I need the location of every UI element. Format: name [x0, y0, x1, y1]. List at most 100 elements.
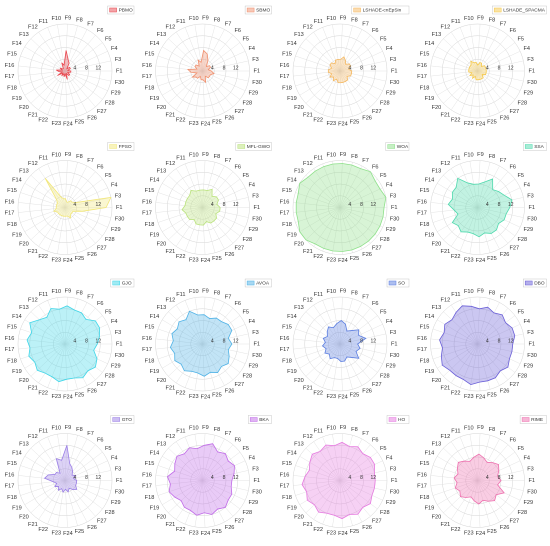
axis-label: F24	[201, 394, 211, 400]
spoke	[293, 207, 341, 213]
axis-label: F14	[150, 41, 160, 47]
axis-label: F28	[517, 101, 527, 107]
r-tick-label: 8	[85, 202, 88, 208]
spoke	[64, 162, 78, 208]
axis-label: F9	[477, 16, 484, 22]
axis-label: F14	[12, 314, 22, 320]
r-tick-label: 4	[348, 475, 351, 481]
spoke	[157, 465, 203, 481]
spoke	[450, 168, 478, 208]
axis-label: F17	[5, 211, 15, 217]
axis-label: F16	[280, 336, 290, 342]
spoke	[202, 480, 246, 501]
spoke	[202, 207, 234, 244]
spoke	[477, 298, 491, 345]
spoke	[24, 183, 66, 208]
spoke	[202, 333, 249, 345]
axis-label: F5	[242, 36, 249, 42]
spoke	[293, 202, 341, 208]
spoke	[293, 70, 341, 77]
axis-label: F29	[111, 91, 121, 97]
axis-label: F10	[189, 16, 199, 22]
axis-label: F4	[524, 183, 531, 189]
spoke	[24, 319, 66, 345]
axis-label: F10	[51, 153, 61, 159]
series-area	[447, 177, 513, 238]
axis-label: F30	[252, 353, 262, 359]
spoke	[339, 35, 371, 72]
spoke	[155, 202, 203, 208]
spoke	[202, 302, 225, 345]
legend-label: PBMO	[119, 8, 133, 14]
axis-label: F30	[390, 489, 400, 495]
axis-label: F11	[314, 19, 323, 25]
axis-label: F25	[75, 256, 85, 262]
r-tick-label: 8	[498, 65, 501, 71]
spoke	[64, 343, 103, 373]
legend-box	[110, 278, 135, 288]
axis-label: F5	[242, 446, 249, 452]
axis-label: F22	[38, 391, 48, 397]
axis-label: F4	[386, 456, 393, 462]
legend-label: SBMO	[256, 8, 270, 14]
spoke	[38, 168, 66, 208]
axis-label: F19	[287, 369, 297, 375]
spoke	[57, 297, 66, 345]
spoke	[339, 207, 371, 244]
spoke	[202, 178, 241, 208]
spoke	[202, 70, 216, 117]
axis-label: F22	[313, 391, 323, 397]
spoke	[339, 25, 353, 72]
spoke	[202, 480, 216, 526]
spoke	[57, 343, 66, 391]
spoke	[313, 168, 341, 208]
axis-label: F30	[527, 489, 537, 495]
legend-label: LSHADE-cnEpSin	[363, 8, 402, 14]
axis-label: F9	[202, 16, 209, 22]
r-tick-label: 8	[360, 475, 363, 481]
axis-label: F5	[105, 36, 112, 42]
axis-label: F10	[51, 289, 61, 295]
spoke	[64, 70, 111, 82]
spoke	[202, 470, 249, 481]
axis-label: F24	[476, 258, 486, 264]
spoke	[194, 207, 203, 254]
axis-label: F5	[380, 173, 387, 179]
axis-label: F23	[326, 530, 336, 536]
axis-label: F29	[249, 227, 259, 233]
spoke	[202, 207, 206, 255]
spoke	[443, 70, 478, 104]
spoke	[295, 328, 341, 345]
r-tick-label: 12	[95, 65, 101, 71]
axis-label: F14	[12, 41, 22, 47]
spoke	[162, 343, 203, 369]
axis-label: F9	[477, 152, 484, 158]
spoke	[339, 302, 363, 345]
axis-label: F14	[287, 314, 297, 320]
spoke	[38, 31, 66, 72]
legend-box	[386, 415, 410, 424]
legend-label: HO	[398, 417, 405, 423]
spoke	[339, 343, 383, 364]
axis-label: F23	[189, 394, 199, 400]
axis-label: F7	[362, 295, 369, 301]
spoke	[339, 70, 386, 82]
spoke	[459, 436, 478, 481]
axis-label: F27	[234, 109, 244, 115]
spoke	[24, 46, 66, 72]
axis-label: F12	[441, 161, 451, 167]
spoke	[432, 207, 478, 223]
spoke	[339, 70, 371, 107]
axis-label: F26	[362, 252, 372, 258]
spoke	[437, 183, 478, 208]
spoke	[18, 202, 66, 208]
spoke	[157, 70, 203, 87]
axis-label: F28	[242, 510, 252, 516]
r-tick-label: 12	[508, 338, 514, 344]
axis-label: F21	[441, 112, 451, 118]
spoke	[313, 304, 341, 345]
axis-label: F1	[391, 205, 398, 211]
axis-label: F12	[166, 161, 176, 167]
r-tick-label: 4	[211, 475, 214, 481]
